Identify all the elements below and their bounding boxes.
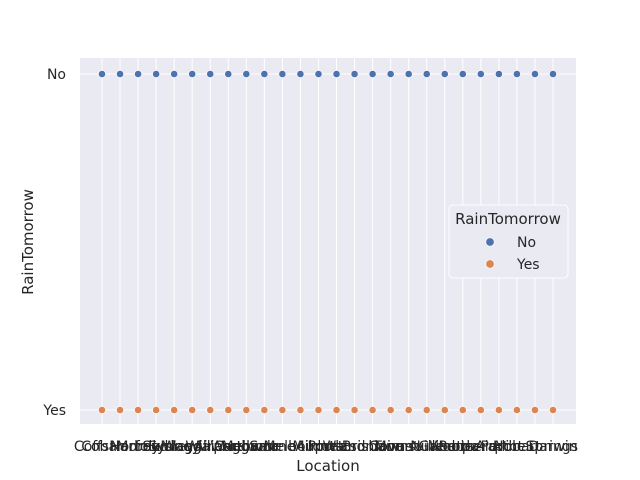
y-axis-label: RainTomorrow [19, 189, 37, 295]
y-tick-labels: No Yes [42, 67, 66, 419]
x-tick-label: Townsville [372, 439, 444, 455]
data-point-yes [404, 406, 413, 414]
x-tick-label: Darwin [528, 439, 577, 455]
data-point-yes [494, 406, 503, 414]
data-point-no [476, 70, 485, 78]
data-point-yes [206, 406, 215, 414]
x-tick-label: SydneyAirport [142, 439, 242, 455]
data-points [98, 70, 557, 414]
data-point-yes [188, 406, 197, 414]
data-point-yes [152, 406, 161, 414]
x-tick-label: WaggaWagga [162, 439, 258, 455]
legend-title: RainTomorrow [455, 210, 561, 228]
data-point-yes [422, 406, 431, 414]
x-axis-label: Location [296, 457, 359, 475]
x-tick-label: Sale [249, 439, 279, 455]
data-point-no [296, 70, 305, 78]
data-point-no [531, 70, 539, 78]
x-tick-label: Moree [116, 439, 159, 455]
data-point-no [98, 70, 106, 78]
data-point-yes [296, 406, 305, 414]
x-tick-label: Woomera [429, 439, 496, 455]
x-tick-label: PerthAirport [439, 439, 524, 455]
data-point-no [422, 70, 431, 78]
x-tick-label: Cobar [81, 439, 123, 455]
data-point-yes [332, 406, 341, 414]
x-tick-label: Perth [481, 439, 518, 455]
data-point-no [224, 70, 233, 78]
data-point-yes [98, 406, 106, 414]
data-point-no [513, 70, 521, 78]
legend-label-no: No [517, 235, 536, 251]
data-point-yes [440, 406, 449, 414]
data-point-no [440, 70, 449, 78]
data-point-no [152, 70, 161, 78]
data-point-no [494, 70, 503, 78]
data-point-no [188, 70, 197, 78]
x-tick-label: AliceSprings [492, 439, 578, 455]
data-point-yes [350, 406, 359, 414]
data-point-yes [549, 406, 557, 414]
x-tick-label: Melbourne [263, 439, 337, 455]
x-tick-label: Cairns [369, 439, 413, 455]
x-tick-label: Portland [308, 439, 366, 455]
data-point-no [206, 70, 215, 78]
data-point-no [314, 70, 323, 78]
x-tick-label: NorfolkIsland [110, 439, 202, 455]
data-point-yes [531, 406, 539, 414]
data-point-no [170, 70, 179, 78]
data-point-no [332, 70, 341, 78]
x-tick-label: MelbourneAirport [221, 439, 343, 455]
data-point-yes [476, 406, 485, 414]
x-tick-label: MountGambier [375, 439, 479, 455]
legend: RainTomorrow No Yes [448, 204, 569, 279]
legend-marker-no [485, 237, 495, 247]
x-tick-labels: CobarCoffsHarbourMoreeNorfolkIslandSydne… [74, 439, 578, 455]
x-tick-label: CoffsHarbour [74, 439, 166, 455]
data-point-yes [386, 406, 395, 414]
data-point-no [350, 70, 359, 78]
data-point-no [549, 70, 557, 78]
data-point-yes [278, 406, 287, 414]
data-point-yes [260, 406, 269, 414]
data-point-yes [368, 406, 377, 414]
data-point-yes [224, 406, 233, 414]
data-point-yes [242, 406, 251, 414]
data-point-no [260, 70, 269, 78]
x-tick-label: Canberra [214, 439, 279, 455]
data-point-no [386, 70, 395, 78]
x-tick-label: Brisbane [342, 439, 404, 455]
x-tick-label: Watsonia [322, 439, 386, 455]
data-point-yes [458, 406, 467, 414]
data-point-yes [314, 406, 323, 414]
x-tick-label: Mildura [293, 439, 345, 455]
data-point-no [278, 70, 287, 78]
data-point-no [116, 70, 124, 78]
data-point-no [242, 70, 251, 78]
legend-marker-yes [485, 259, 495, 269]
data-point-no [404, 70, 413, 78]
data-point-no [368, 70, 377, 78]
data-point-yes [170, 406, 179, 414]
x-tick-label: Sydney [148, 439, 200, 455]
data-point-yes [116, 406, 124, 414]
data-point-yes [134, 406, 142, 414]
legend-box [448, 204, 569, 279]
data-point-yes [513, 406, 521, 414]
y-tick-label: Yes [42, 403, 66, 419]
data-point-no [458, 70, 467, 78]
y-tick-label: No [47, 67, 66, 83]
legend-label-yes: Yes [516, 257, 540, 273]
x-tick-label: Williamtown [185, 439, 271, 455]
data-point-no [134, 70, 142, 78]
x-tick-label: Nuriootpa [410, 439, 479, 455]
x-tick-label: Hobart [493, 439, 541, 455]
